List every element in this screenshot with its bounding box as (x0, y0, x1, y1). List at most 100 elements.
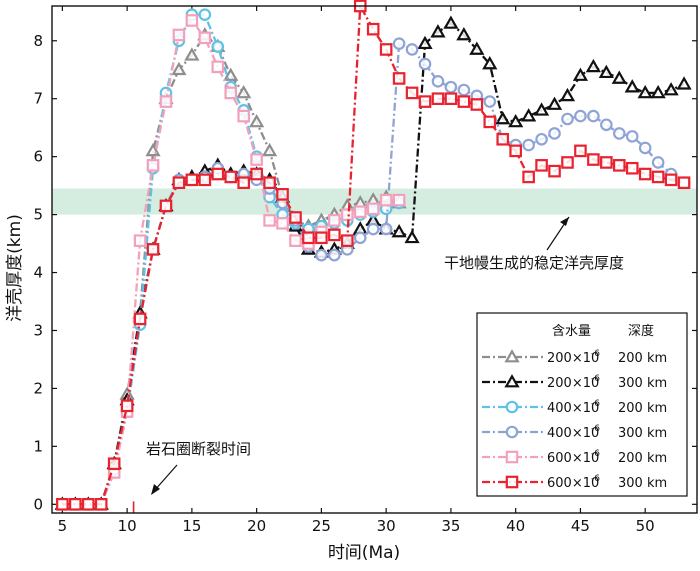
triangle-marker (261, 142, 278, 157)
square-marker (548, 164, 561, 178)
triangle-marker (430, 24, 446, 38)
triangle-marker (585, 58, 602, 73)
square-marker (457, 95, 471, 108)
square-marker (509, 144, 522, 158)
legend-depth-label: 200 km (618, 451, 667, 466)
circle-marker (561, 112, 574, 126)
circle-marker (548, 127, 561, 140)
square-marker (250, 167, 263, 181)
square-marker (431, 92, 445, 106)
legend-water-label: 200×10 (547, 376, 599, 391)
square-marker (224, 86, 238, 100)
square-marker (483, 115, 497, 129)
square-marker (276, 216, 289, 230)
square-marker (405, 86, 419, 100)
triangle-marker (482, 56, 498, 70)
square-marker (366, 22, 380, 36)
annotation-rupture-time: 岩石圈断裂时间 (146, 440, 251, 458)
y-tick-label: 4 (33, 264, 43, 282)
y-tick-label: 7 (33, 90, 43, 108)
annotation-rupture-time-arrowhead (151, 484, 160, 495)
y-tick-label: 8 (33, 32, 43, 50)
y-tick-label: 5 (33, 206, 43, 224)
circle-marker (315, 248, 328, 262)
x-tick-label: 50 (636, 517, 655, 535)
square-marker (289, 234, 302, 247)
legend-depth-label: 200 km (618, 351, 667, 366)
square-marker (185, 14, 199, 27)
x-axis-title: 时间(Ma) (328, 543, 400, 563)
circle-marker (405, 43, 419, 56)
x-tick-label: 5 (58, 517, 68, 535)
square-marker (211, 167, 225, 181)
triangle-marker (495, 111, 511, 125)
square-marker (159, 95, 173, 108)
legend-water-exponent: -6 (591, 374, 600, 384)
series-4 (56, 14, 406, 511)
legend-row: 200×10-6 200 km (482, 349, 667, 366)
triangle-marker (546, 96, 563, 110)
legend-water-exponent: -6 (591, 449, 600, 459)
x-tick-label: 15 (182, 517, 201, 535)
triangle-marker (469, 41, 485, 55)
series-5 (56, 0, 691, 511)
square-marker (56, 498, 69, 511)
square-marker (664, 173, 678, 187)
legend-row: 400×10-6 200 km (482, 399, 667, 416)
circle-marker (457, 83, 471, 97)
circle-marker (353, 231, 367, 245)
square-marker (224, 170, 238, 184)
y-tick-label: 3 (33, 321, 43, 339)
circle-marker (483, 95, 497, 108)
circle-marker (625, 130, 639, 143)
triangle-marker (443, 15, 459, 29)
y-tick-label: 6 (33, 148, 43, 166)
circle-marker (612, 127, 626, 140)
square-marker (341, 234, 354, 247)
legend-water-label: 200×10 (547, 351, 599, 366)
annotation-rupture-time-arrow (153, 464, 178, 492)
square-marker (146, 243, 160, 256)
square-marker (172, 28, 186, 42)
legend-header-depth: 深度 (628, 323, 654, 339)
legend-water-exponent: -6 (591, 349, 600, 359)
x-tick-label: 35 (441, 517, 460, 535)
square-marker (561, 156, 574, 169)
legend-row: 400×10-6 300 km (482, 424, 667, 441)
square-marker (418, 95, 432, 108)
legend-water-label: 600×10 (547, 451, 599, 466)
square-marker (625, 161, 639, 175)
circle-marker (505, 425, 519, 439)
square-marker (444, 92, 458, 106)
square-marker (198, 173, 212, 187)
square-marker (250, 153, 263, 166)
square-marker (69, 498, 82, 511)
legend-depth-label: 300 km (618, 476, 667, 491)
square-marker (341, 208, 354, 221)
x-tick-label: 30 (377, 517, 396, 535)
legend-row: 600×10-6 300 km (482, 474, 667, 491)
square-marker (392, 193, 406, 207)
y-tick-label: 2 (33, 379, 43, 397)
triangle-marker (598, 64, 614, 79)
triangle-marker (504, 349, 520, 363)
triangle-marker (663, 82, 679, 96)
square-marker (328, 214, 341, 227)
square-marker (379, 193, 393, 207)
circle-marker (444, 80, 458, 94)
square-marker (237, 109, 250, 123)
legend-water-label: 400×10 (547, 401, 599, 416)
triangle-marker (417, 35, 433, 50)
plot-frame (51, 5, 698, 514)
square-marker (522, 170, 535, 184)
square-marker (211, 60, 225, 74)
legend-row: 600×10-6 200 km (482, 449, 667, 466)
square-marker (185, 173, 199, 187)
circle-marker (574, 109, 587, 123)
square-marker (470, 98, 484, 111)
square-marker (353, 205, 367, 218)
triangle-marker (456, 27, 472, 41)
